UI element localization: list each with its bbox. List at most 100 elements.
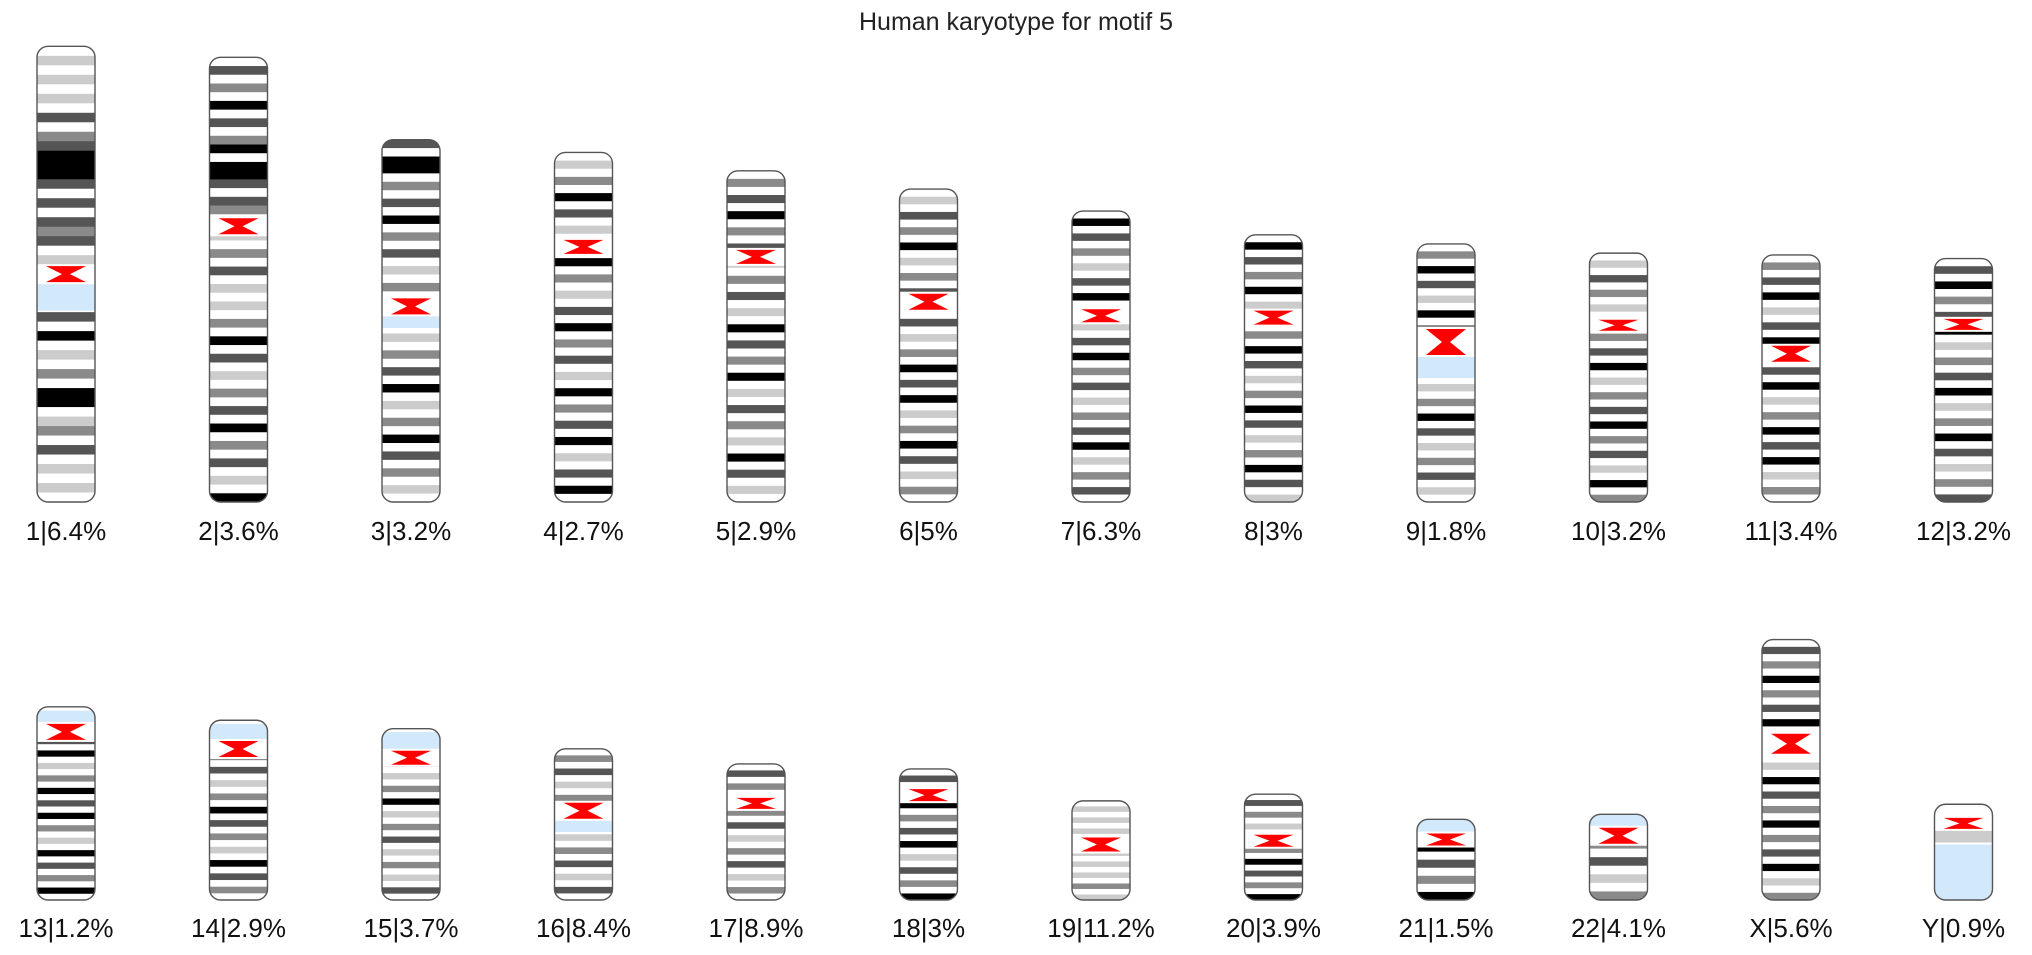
- band: [382, 811, 440, 819]
- band: [37, 255, 95, 266]
- chromosome-19: 19|11.2%: [1047, 800, 1155, 943]
- band: [1934, 380, 1993, 389]
- band: [1072, 449, 1130, 458]
- band: [554, 794, 613, 802]
- band: [37, 473, 95, 484]
- band: [554, 404, 613, 414]
- centromere-marker: [563, 802, 604, 819]
- band: [37, 340, 95, 351]
- band: [1762, 885, 1820, 894]
- chromosome-5: 5|2.9%: [716, 170, 796, 546]
- band: [37, 862, 95, 870]
- band: [1072, 855, 1130, 863]
- band: [37, 169, 95, 180]
- band: [382, 836, 440, 844]
- band: [727, 235, 785, 245]
- band: [382, 893, 440, 901]
- band: [209, 873, 268, 881]
- band: [554, 282, 613, 292]
- band: [1072, 427, 1130, 436]
- band: [1072, 390, 1130, 399]
- band: [1072, 218, 1130, 227]
- band: [727, 783, 785, 791]
- band: [899, 334, 958, 343]
- band: [1762, 254, 1820, 264]
- band: [1072, 322, 1130, 332]
- band: [1762, 322, 1820, 331]
- band: [1934, 486, 1993, 495]
- band: [37, 131, 95, 142]
- band: [1589, 848, 1648, 858]
- chromosome-label: 3|3.2%: [371, 516, 451, 546]
- band: [382, 232, 440, 242]
- band: [727, 854, 785, 862]
- band: [209, 100, 268, 111]
- band: [727, 880, 785, 888]
- band: [899, 440, 958, 450]
- band: [209, 353, 268, 364]
- chromosome-outline: [1071, 210, 1131, 503]
- band: [727, 437, 785, 447]
- band: [37, 769, 95, 776]
- band: [209, 397, 268, 407]
- band: [899, 775, 958, 783]
- band: [1417, 472, 1475, 481]
- band: [37, 750, 95, 758]
- band: [1762, 479, 1820, 488]
- centromere-marker: [46, 723, 86, 740]
- band: [899, 395, 958, 404]
- band: [209, 840, 268, 848]
- band: [1589, 311, 1648, 320]
- centromere-marker: [391, 750, 431, 765]
- band: [37, 160, 95, 171]
- band: [727, 841, 785, 849]
- band: [37, 388, 95, 399]
- band: [37, 359, 95, 370]
- band: [37, 407, 95, 418]
- band: [382, 384, 440, 394]
- band: [727, 485, 785, 495]
- band: [899, 479, 958, 488]
- band: [727, 893, 785, 900]
- band: [37, 74, 95, 85]
- band: [899, 814, 958, 822]
- band: [209, 880, 268, 888]
- band: [899, 273, 958, 282]
- band: [1762, 726, 1820, 735]
- band: [382, 274, 440, 284]
- band: [727, 195, 785, 204]
- band: [1762, 690, 1820, 699]
- band: [1244, 800, 1303, 807]
- chromosome-outline: [36, 45, 96, 503]
- band: [899, 768, 958, 777]
- band: [1072, 293, 1130, 302]
- band: [382, 358, 440, 368]
- band: [1417, 420, 1475, 429]
- chromosome-outline: [1588, 252, 1649, 503]
- chromosome-12: 12|3.2%: [1916, 257, 2011, 546]
- chromosome-label: 18|3%: [892, 913, 965, 943]
- band: [727, 178, 785, 188]
- band: [727, 267, 785, 277]
- band: [899, 886, 958, 895]
- band: [382, 282, 440, 292]
- band: [37, 843, 95, 851]
- band: [899, 893, 958, 901]
- band: [1762, 849, 1820, 858]
- band: [899, 471, 958, 480]
- band: [1072, 263, 1130, 272]
- band: [727, 848, 785, 856]
- band: [1762, 697, 1820, 706]
- band: [1072, 487, 1130, 496]
- band: [382, 198, 440, 208]
- band: [1934, 273, 1993, 283]
- band: [1072, 248, 1130, 257]
- band: [1934, 372, 1993, 381]
- band: [1589, 384, 1648, 393]
- band: [1417, 376, 1475, 385]
- band: [554, 893, 613, 900]
- band: [1072, 811, 1130, 818]
- band: [899, 196, 958, 205]
- band: [382, 375, 440, 385]
- band: [382, 493, 440, 502]
